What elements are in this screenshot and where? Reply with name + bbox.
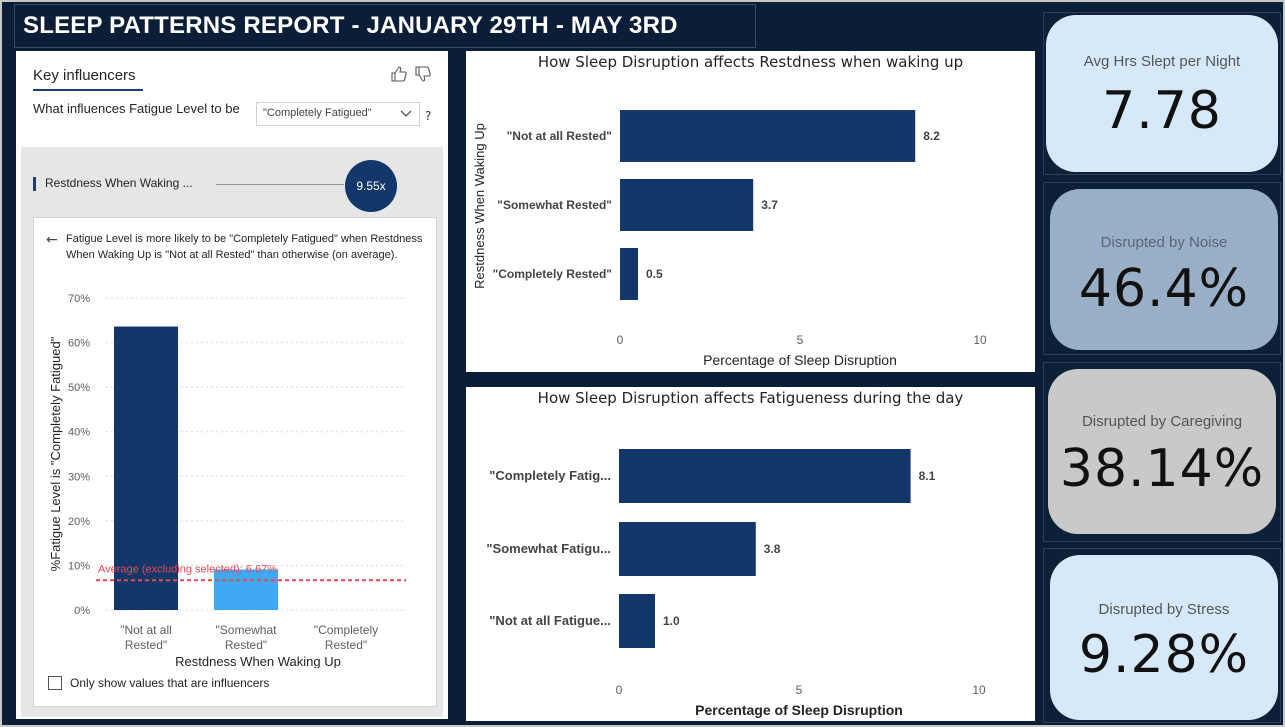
data-label: 3.8 [764,542,781,556]
x-tick-label: 10 [973,333,987,347]
influencer-column-chart: 0%10%20%30%40%50%60%70%"Not at allRested… [48,293,406,668]
influencer-list-area: Restdness When Waking ... 9.55x ← Fatigu… [21,147,443,717]
thumbs-down-icon[interactable] [414,65,432,83]
kpi-tile: Disrupted by Noise 46.4% [1050,189,1278,350]
bar [620,179,754,231]
y-tick-label: 30% [68,471,90,483]
kpi-tile: Avg Hrs Slept per Night 7.78 [1046,15,1278,172]
kpi-card-caregiving: Disrupted by Caregiving 38.14% [1043,362,1281,542]
x-tick-label: 0 [617,333,624,347]
tab-underline [33,89,143,91]
y-tick-label: "Not at all Fatigue... [489,613,611,628]
kpi-label: Disrupted by Stress [1098,601,1230,618]
bar [619,449,911,503]
y-tick-label: "Completely Fatig... [489,468,611,483]
data-label: 8.2 [923,129,940,143]
kpi-tile: Disrupted by Stress 9.28% [1050,555,1278,720]
fatigueness-chart-title: How Sleep Disruption affects Fatigueness… [537,389,964,407]
y-tick-label: 0% [74,605,90,617]
y-tick-label: 70% [68,293,90,305]
x-tick-label: "Not at all [120,623,172,637]
key-influencers-panel: Key influencers What influences Fatigue … [16,51,448,719]
x-tick-label: 5 [797,333,804,347]
influencer-question: What influences Fatigue Level to be [33,101,240,116]
column-bar [114,326,178,610]
only-influencers-option[interactable]: Only show values that are influencers [48,676,269,690]
bar [620,248,638,300]
chevron-down-icon [400,110,412,117]
kpi-card-avg-hours: Avg Hrs Slept per Night 7.78 [1043,12,1281,175]
x-axis-title: Percentage of Sleep Disruption [695,702,903,718]
fatigueness-bar-chart: "Completely Fatig... 8.1 "Somewhat Fatigu.… [486,449,986,718]
y-axis-title: %Fatigue Level is "Completely Fatigued" [48,336,63,571]
x-tick-label: "Somewhat [216,623,278,637]
average-reference-label: Average (excluding selected): 6.67% [98,563,277,575]
data-label: 3.7 [761,198,778,212]
y-tick-label: "Somewhat Rested" [497,198,612,212]
kpi-tile: Disrupted by Caregiving 38.14% [1048,369,1276,534]
kpi-label: Disrupted by Caregiving [1081,413,1243,430]
data-label: 1.0 [663,614,680,628]
report-title: SLEEP PATTERNS REPORT - JANUARY 29TH - M… [23,12,678,39]
bar [619,522,756,576]
influencer-connector-line [216,184,344,185]
kpi-label: Disrupted by Noise [1100,234,1228,251]
y-tick-label: "Somewhat Fatigu... [486,541,611,556]
checkbox-label: Only show values that are influencers [70,676,270,690]
influencer-detail-card: ← Fatigue Level is more likely to be "Co… [33,217,437,707]
y-tick-label: 50% [68,382,90,394]
back-arrow-icon[interactable]: ← [46,232,58,248]
fatigueness-chart-card: How Sleep Disruption affects Fatigueness… [466,387,1035,721]
restedness-bar-chart: "Not at all Rested" 8.2 "Somewhat Rested" 3… [472,110,987,368]
bar [620,110,916,162]
y-tick-label: 60% [68,338,90,350]
dropdown-value: "Completely Fatigued" [263,107,372,119]
x-tick-label: Rested" [125,638,167,652]
help-icon[interactable]: ? [425,109,432,123]
y-tick-label: "Completely Rested" [493,267,612,281]
kpi-value: 38.14% [1059,439,1265,499]
y-tick-label: 40% [68,427,90,439]
kpi-card-stress: Disrupted by Stress 9.28% [1043,548,1281,723]
y-axis-title: Restdness When Waking Up [472,123,487,289]
x-tick-label: Rested" [225,638,267,652]
y-tick-label: 10% [68,560,90,572]
x-tick-label: 0 [616,683,623,697]
data-label: 8.1 [919,469,936,483]
x-tick-label: Rested" [325,638,367,652]
column-bar [214,569,278,610]
tab-key-influencers[interactable]: Key influencers [33,67,136,84]
report-title-bar: SLEEP PATTERNS REPORT - JANUARY 29TH - M… [14,4,756,48]
kpi-value: 7.78 [1102,81,1222,141]
kpi-label: Avg Hrs Slept per Night [1083,53,1241,70]
fatigue-level-dropdown[interactable]: "Completely Fatigued" [256,102,420,126]
only-influencers-checkbox[interactable] [48,676,62,690]
kpi-card-noise: Disrupted by Noise 46.4% [1043,182,1281,355]
x-tick-label: "Completely [314,623,378,637]
selected-influencer-marker [33,177,36,191]
thumbs-up-icon[interactable] [390,65,408,83]
bar [619,594,655,648]
restedness-chart-title: How Sleep Disruption affects Restdness w… [537,53,964,71]
y-tick-label: 20% [68,516,90,528]
restedness-chart-card: How Sleep Disruption affects Restdness w… [466,51,1035,372]
x-axis-title: Restdness When Waking Up [175,654,341,668]
influencer-item-label[interactable]: Restdness When Waking ... [45,176,193,190]
kpi-value: 46.4% [1078,259,1250,319]
data-label: 0.5 [646,267,663,281]
x-tick-label: 10 [972,683,986,697]
kpi-value: 9.28% [1078,625,1250,685]
influencer-factor-bubble[interactable]: 9.55x [345,160,397,212]
x-tick-label: 5 [796,683,803,697]
x-axis-title: Percentage of Sleep Disruption [703,352,897,368]
influencer-explanation: Fatigue Level is more likely to be "Comp… [66,233,423,261]
y-tick-label: "Not at all Rested" [507,129,612,143]
